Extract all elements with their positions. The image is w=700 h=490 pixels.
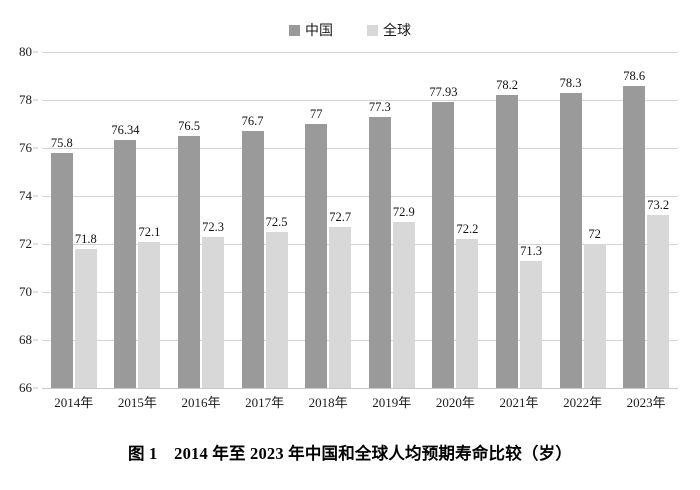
y-axis-tick-mark <box>33 195 38 197</box>
x-axis-tick-label: 2014年 <box>54 395 94 410</box>
y-axis-tick-mark <box>33 243 38 245</box>
bar-value-label: 77.93 <box>429 84 458 99</box>
bar[interactable] <box>202 236 224 388</box>
x-axis-tick-label: 2022年 <box>563 395 603 410</box>
bar[interactable] <box>583 244 606 388</box>
bar[interactable] <box>623 85 646 388</box>
bar[interactable] <box>432 101 455 388</box>
y-axis-tick-mark <box>33 291 38 293</box>
bar[interactable] <box>496 95 518 388</box>
y-axis-tick-mark <box>33 99 38 101</box>
bar[interactable] <box>50 152 73 388</box>
bar-value-label: 76.7 <box>241 114 264 129</box>
y-axis-tick-label: 74 <box>19 188 32 203</box>
bar-value-label: 78.6 <box>623 68 646 83</box>
bar-value-label: 72.2 <box>456 222 479 237</box>
bar[interactable] <box>647 215 670 388</box>
gridline <box>42 196 678 197</box>
x-axis-tick-label: 2016年 <box>181 395 221 410</box>
gridline <box>42 244 678 245</box>
x-axis-tick-label: 2017年 <box>245 395 285 410</box>
y-axis-tick-label: 70 <box>19 284 32 299</box>
legend-entry[interactable]: 全球 <box>367 23 411 37</box>
gridline <box>42 148 678 149</box>
legend-label: 全球 <box>383 22 411 38</box>
gridline <box>42 100 678 101</box>
bar-value-label: 75.8 <box>50 135 73 150</box>
bar-value-label: 72.3 <box>202 219 224 234</box>
bar-value-label: 71.3 <box>520 243 542 258</box>
y-axis-tick-label: 68 <box>19 332 32 347</box>
bar-value-label: 72.5 <box>265 215 288 229</box>
bar-value-label: 77 <box>309 107 323 121</box>
bar-value-label: 72.7 <box>329 210 352 225</box>
bar-value-label: 76.34 <box>111 122 140 137</box>
bar[interactable] <box>305 124 328 388</box>
y-axis-tick-mark <box>33 147 38 149</box>
bar-value-label: 76.5 <box>178 119 200 133</box>
bar[interactable] <box>368 116 391 388</box>
x-axis-tick-label: 2023年 <box>626 395 666 410</box>
chart-legend: 中国 全球 <box>0 18 700 42</box>
gridline <box>42 52 678 53</box>
y-axis-tick-label: 80 <box>19 44 32 59</box>
bar[interactable] <box>265 232 288 388</box>
x-axis-tick-label: 2018年 <box>308 395 348 410</box>
bar-value-label: 77.3 <box>368 99 391 114</box>
bar[interactable] <box>456 239 479 388</box>
legend-swatch-china <box>289 24 300 36</box>
x-axis-tick-label: 2021年 <box>499 395 539 410</box>
x-axis: 2014年 2015年 2016年 2017年 2018年 2019年 2020年 2021年… <box>42 392 678 416</box>
plot-area: 75.8 71.8 76.34 72.1 76.5 72.3 76.7 72.5 77 72.7 7… <box>42 52 678 389</box>
bar[interactable] <box>520 260 542 388</box>
figure-caption: 图 1 2014 年至 2023 年中国和全球人均预期寿命比较（岁） <box>127 444 573 463</box>
y-axis-tick-mark <box>33 339 38 341</box>
y-axis-tick-mark <box>33 387 38 389</box>
x-axis-tick-label: 2015年 <box>117 395 157 410</box>
bar[interactable] <box>241 131 264 388</box>
bar-value-label: 78.3 <box>559 75 582 90</box>
bar[interactable] <box>138 241 161 388</box>
y-axis-tick-label: 66 <box>19 380 32 395</box>
legend-label: 中国 <box>305 22 333 38</box>
x-axis-tick-label: 2020年 <box>435 395 475 410</box>
x-axis-tick-label: 2019年 <box>372 395 412 410</box>
y-axis-tick-label: 76 <box>19 140 32 155</box>
bar-value-label: 72.1 <box>138 224 161 239</box>
bar-value-label: 72 <box>588 227 601 241</box>
bar[interactable] <box>392 222 415 388</box>
y-axis-tick-label: 72 <box>19 236 32 251</box>
bar[interactable] <box>114 139 137 388</box>
y-axis-tick-label: 78 <box>19 92 32 107</box>
bar-value-label: 73.2 <box>647 198 670 213</box>
legend-swatch-global <box>367 24 378 36</box>
bar-value-label: 78.2 <box>496 78 518 93</box>
bar-value-label: 71.8 <box>74 231 97 246</box>
y-axis-tick-mark <box>33 51 38 53</box>
legend-entry[interactable]: 中国 <box>289 23 333 37</box>
gridline <box>42 292 678 293</box>
bar-value-label: 72.9 <box>392 205 415 220</box>
bar[interactable] <box>329 227 352 388</box>
bar[interactable] <box>74 248 97 388</box>
bar[interactable] <box>178 136 200 388</box>
bar[interactable] <box>559 92 582 388</box>
y-axis: 66 68 70 72 74 76 78 80 <box>0 44 38 395</box>
gridline <box>42 340 678 341</box>
gridline <box>42 388 678 389</box>
